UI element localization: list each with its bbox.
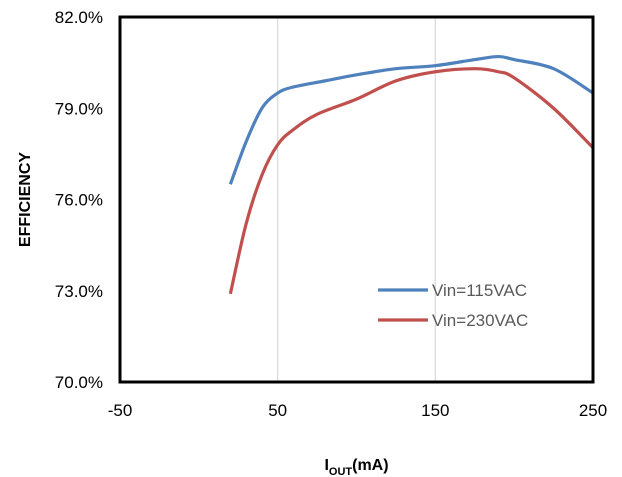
legend: Vin=115VAC Vin=230VAC	[378, 281, 528, 330]
y-axis-title: EFFICIENCY	[17, 152, 34, 247]
y-tick-label: 73.0%	[55, 282, 103, 301]
x-tick-label: 150	[421, 401, 449, 420]
gridlines	[277, 17, 436, 382]
series-lines	[228, 54, 595, 295]
legend-label-2: Vin=230VAC	[432, 311, 528, 330]
x-axis-title: IOUT(mA)	[324, 457, 388, 477]
x-tick-labels: -50 50 150 250	[108, 401, 607, 420]
legend-label-1: Vin=115VAC	[432, 281, 527, 300]
y-tick-labels: 70.0% 73.0% 76.0% 79.0% 82.0%	[55, 8, 103, 392]
y-tick-label: 79.0%	[55, 99, 103, 118]
x-axis-title-suffix: (mA)	[352, 457, 388, 474]
x-tick-label: -50	[108, 401, 133, 420]
x-tick-label: 250	[579, 401, 607, 420]
y-tick-label: 82.0%	[55, 8, 103, 27]
series-line-1	[228, 54, 594, 185]
plot-frame	[118, 15, 595, 384]
y-tick-label: 76.0%	[55, 191, 103, 210]
series-line-2	[228, 67, 595, 295]
x-tick-label: 50	[268, 401, 287, 420]
y-tick-label: 70.0%	[55, 373, 103, 392]
x-axis-title-subscript: OUT	[329, 466, 353, 477]
x-axis-title-main: I	[324, 457, 328, 474]
